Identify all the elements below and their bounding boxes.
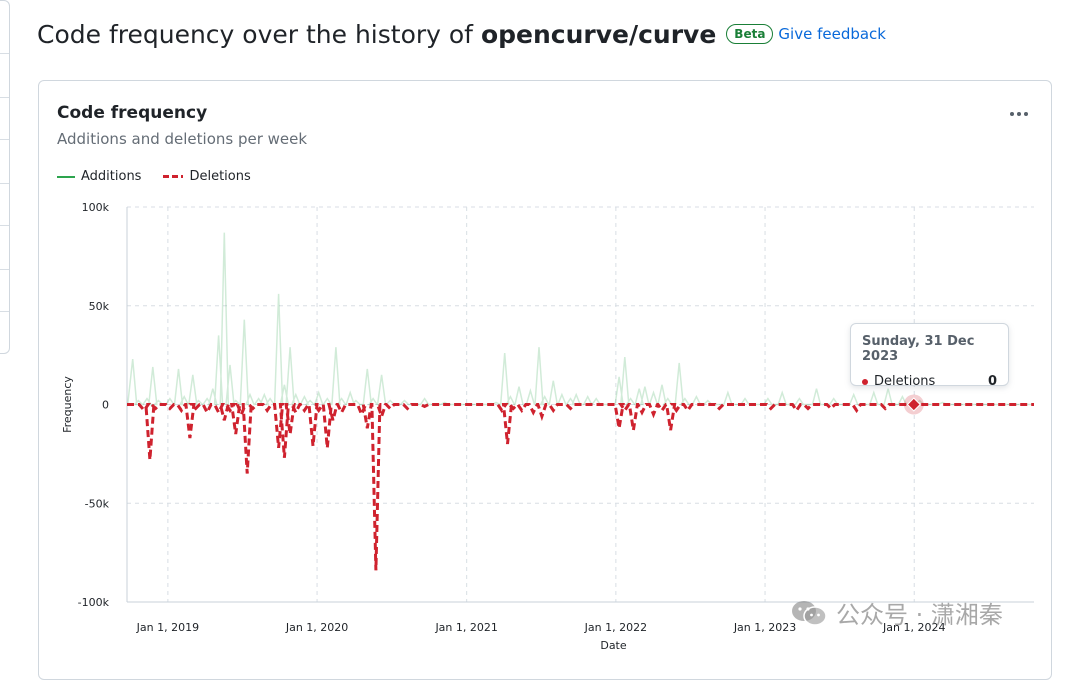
additions-swatch xyxy=(57,175,75,178)
x-tick-label-3: Jan 1, 2022 xyxy=(584,621,647,634)
side-panel-divider xyxy=(0,139,9,140)
series-line-deletions xyxy=(127,403,1034,571)
x-tick-label-0: Jan 1, 2019 xyxy=(136,621,199,634)
legend-item-deletions[interactable]: Deletions xyxy=(163,169,251,184)
y-tick-label-4: -100k xyxy=(78,596,110,609)
chart-highlight xyxy=(903,394,924,415)
x-axis-label: Date xyxy=(600,639,627,652)
chart-axes: 100k 50k 0 -50k -100k Jan 1, 2019 Jan 1, 2020 J… xyxy=(61,201,1034,652)
page-header: Code frequency over the history of openc… xyxy=(37,14,886,54)
card-subtitle: Additions and deletions per week xyxy=(57,130,308,148)
side-panel-edge xyxy=(0,0,10,354)
y-tick-label-3: -50k xyxy=(85,497,110,510)
side-panel-divider xyxy=(0,53,9,54)
x-tick-label-1: Jan 1, 2020 xyxy=(285,621,348,634)
legend-item-additions[interactable]: Additions xyxy=(57,169,141,184)
y-tick-label-1: 50k xyxy=(89,300,110,313)
side-panel-divider xyxy=(0,269,9,270)
side-panel-divider xyxy=(0,311,9,312)
legend-label-deletions: Deletions xyxy=(189,169,251,184)
side-panel-divider xyxy=(0,183,9,184)
tooltip-series-label: Deletions xyxy=(874,374,936,389)
chart-legend: Additions Deletions xyxy=(57,169,251,184)
chart-series xyxy=(126,232,1034,571)
tooltip-date: Sunday, 31 Dec 2023 xyxy=(862,334,975,364)
watermark-text: 公众号 · 潇湘秦 xyxy=(836,601,1003,629)
highlight-point xyxy=(906,397,921,412)
x-tick-label-5: Jan 1, 2024 xyxy=(882,621,945,634)
x-tick-label-4: Jan 1, 2023 xyxy=(733,621,796,634)
repo-name: opencurve/curve xyxy=(480,19,717,49)
x-tick-label-2: Jan 1, 2021 xyxy=(434,621,497,634)
y-tick-label-2: 0 xyxy=(102,399,109,412)
side-panel-divider xyxy=(0,97,9,98)
kebab-horizontal-icon[interactable] xyxy=(1005,105,1033,123)
watermark: 公众号 · 潇湘秦 xyxy=(790,595,1003,630)
give-feedback-link[interactable]: Give feedback xyxy=(778,25,886,43)
tooltip-row: Deletions 0 xyxy=(862,374,997,389)
wechat-icon xyxy=(792,600,827,626)
card-title: Code frequency xyxy=(57,103,208,123)
side-panel-divider xyxy=(0,225,9,226)
legend-label-additions: Additions xyxy=(81,169,142,184)
page-title-prefix: Code frequency over the history of xyxy=(37,19,481,49)
tooltip-series-value: 0 xyxy=(987,374,997,389)
y-axis-label: Frequency xyxy=(61,376,74,433)
code-frequency-chart[interactable]: 100k 50k 0 -50k -100k Jan 1, 2019 Jan 1, 2020 J… xyxy=(0,0,1080,655)
y-tick-label-0: 100k xyxy=(82,201,110,214)
page-title: Code frequency over the history of openc… xyxy=(37,20,716,49)
tooltip-series-dot xyxy=(862,378,868,385)
chart-tooltip: Sunday, 31 Dec 2023 Deletions 0 xyxy=(850,323,1009,389)
deletions-swatch xyxy=(163,175,184,178)
beta-badge: Beta xyxy=(726,24,774,44)
